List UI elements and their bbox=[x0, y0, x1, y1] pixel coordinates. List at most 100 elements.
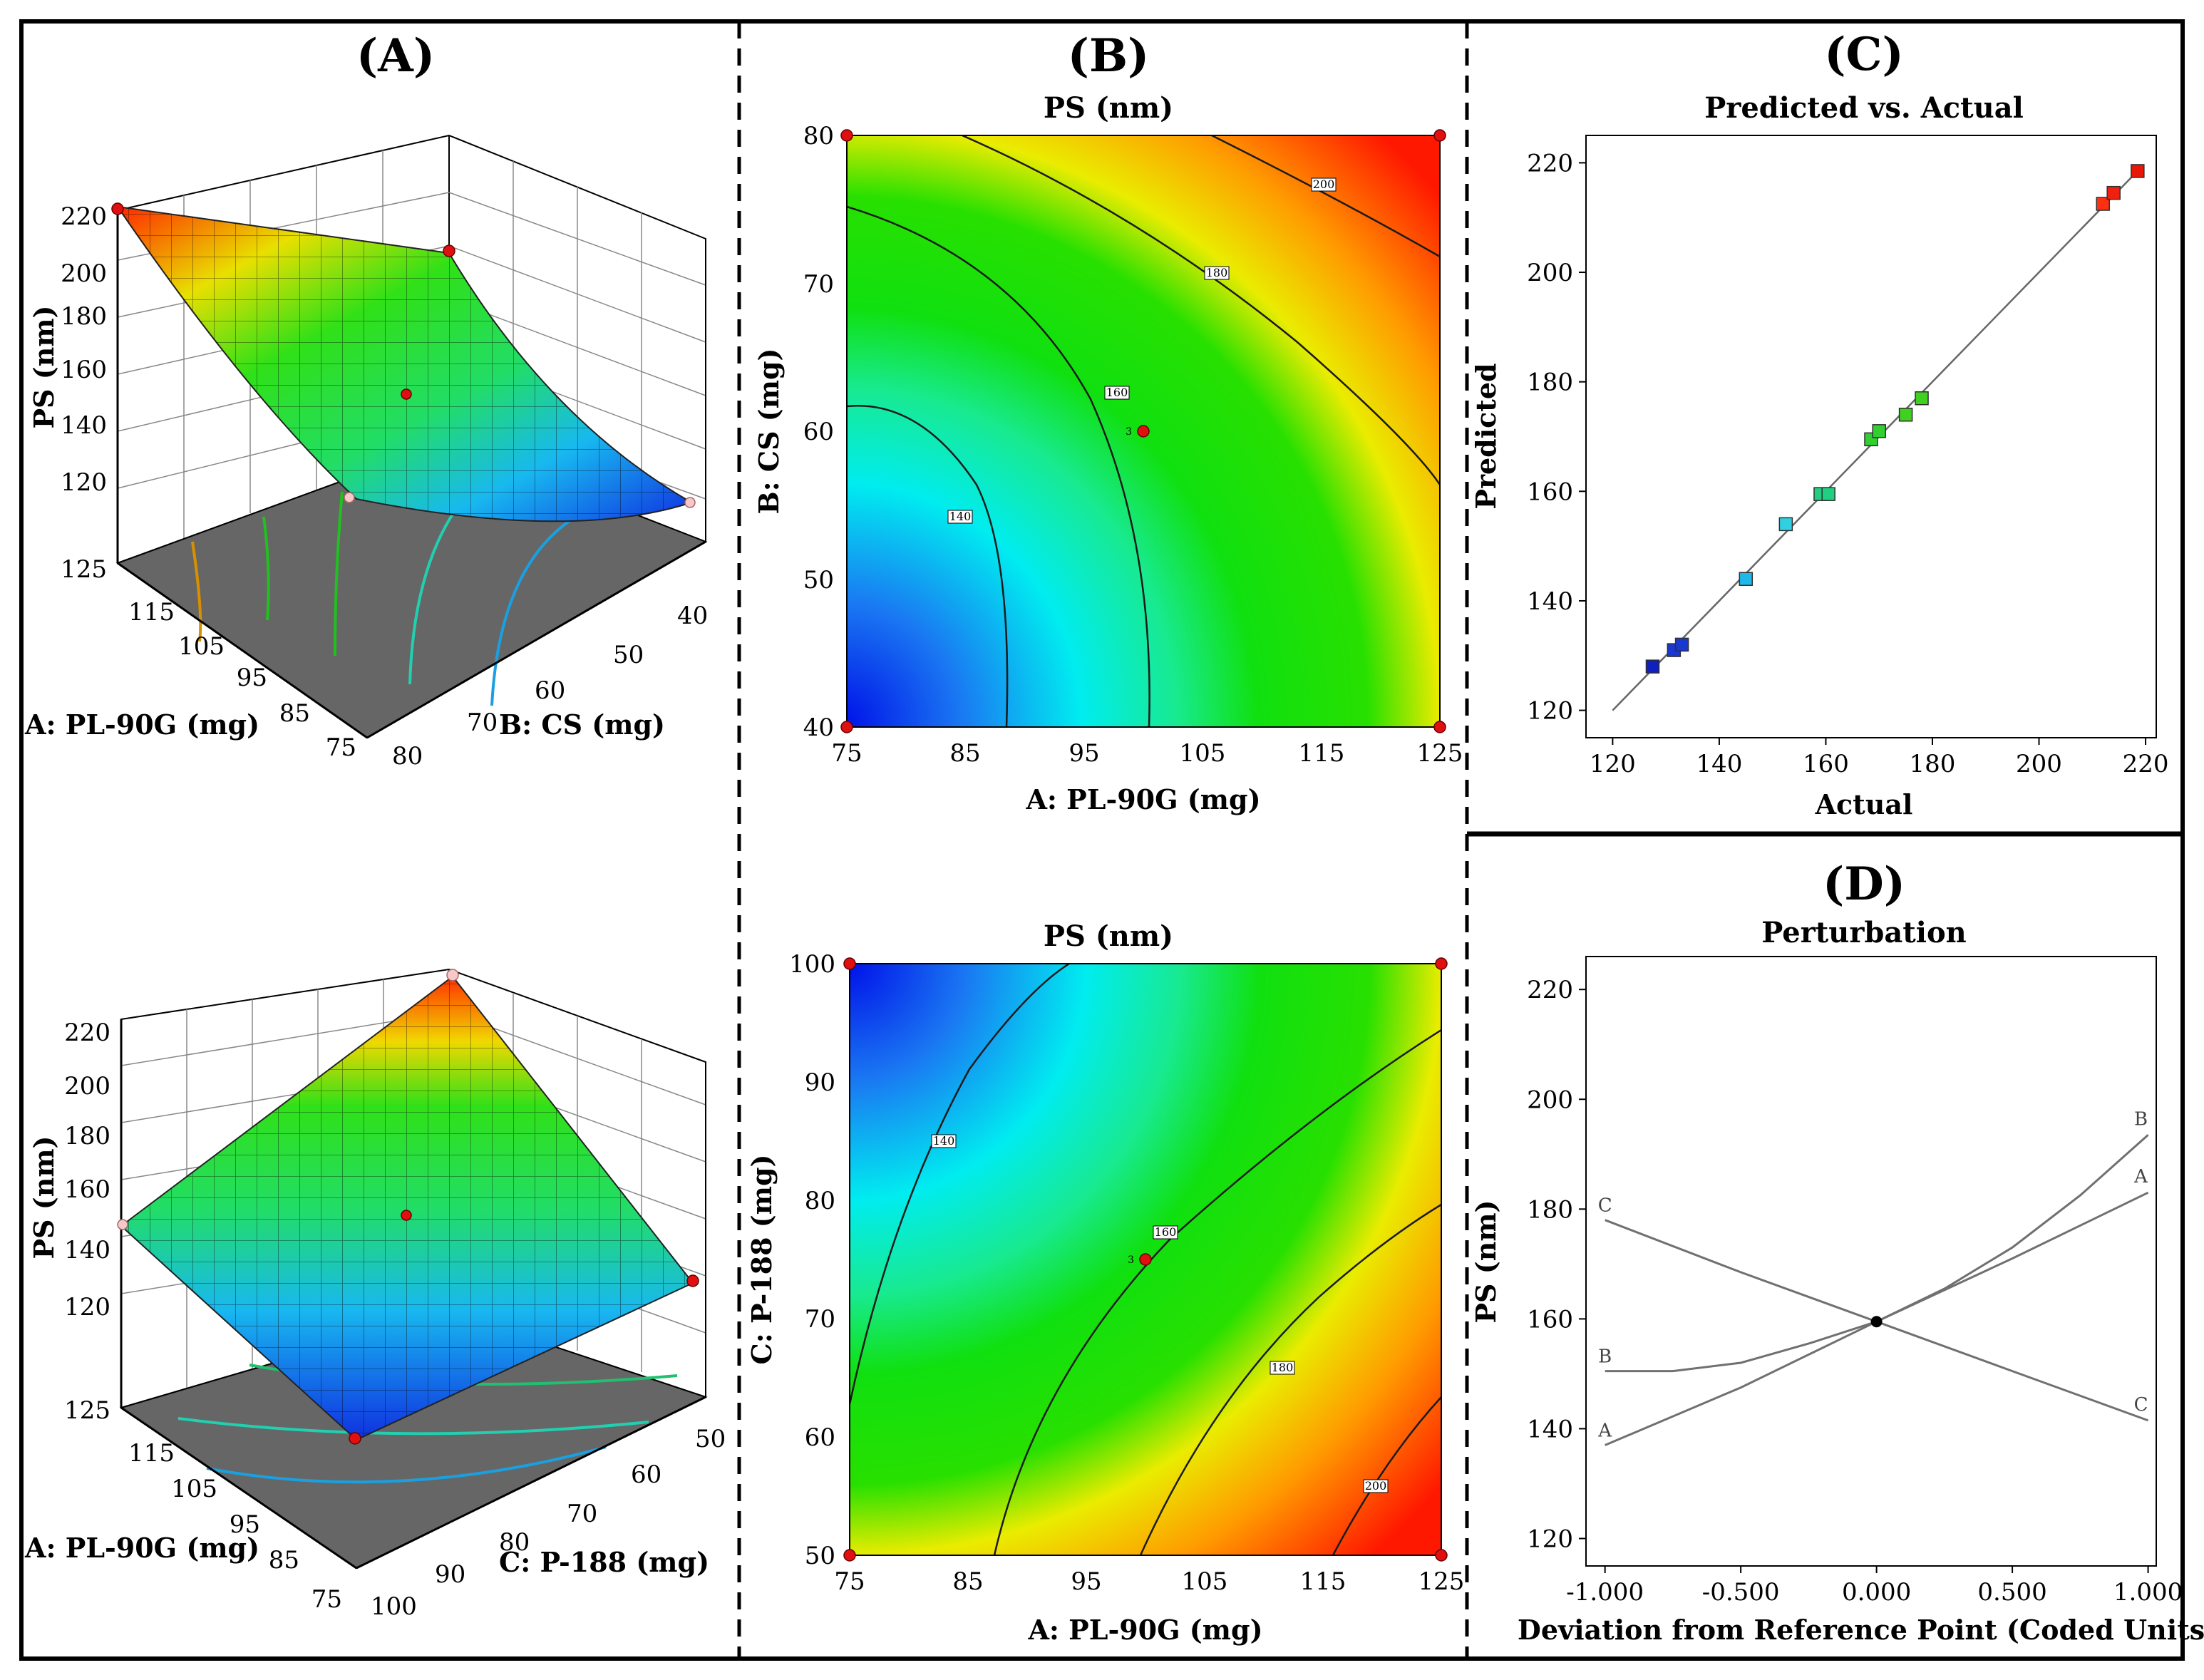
design-point bbox=[843, 1549, 856, 1562]
x-tick-label: 160 bbox=[1803, 750, 1849, 778]
svg-text:85: 85 bbox=[279, 699, 310, 728]
x-tick-label: 120 bbox=[1590, 750, 1636, 778]
design-point bbox=[1435, 957, 1448, 970]
svg-text:95: 95 bbox=[1071, 1567, 1101, 1596]
x-axis-label: A: PL-90G (mg) bbox=[1025, 783, 1260, 815]
data-point bbox=[1674, 637, 1689, 652]
chart-title: Perturbation bbox=[1761, 916, 1966, 949]
x-tick-label: -0.500 bbox=[1702, 1578, 1780, 1607]
y-axis-label: B: CS (mg) bbox=[499, 708, 665, 741]
y-axis-label: PS (nm) bbox=[1470, 1200, 1502, 1323]
svg-text:180: 180 bbox=[64, 1122, 110, 1150]
data-point bbox=[1821, 487, 1835, 501]
svg-text:95: 95 bbox=[230, 1510, 260, 1539]
series-line-b bbox=[1605, 1134, 2149, 1373]
svg-text:180: 180 bbox=[1272, 1361, 1294, 1374]
x-axis-label: Deviation from Reference Point (Coded Un… bbox=[1518, 1614, 2204, 1646]
design-point bbox=[349, 1432, 361, 1445]
design-point bbox=[401, 1210, 412, 1221]
y-tick-label: 220 bbox=[1527, 149, 1573, 177]
svg-text:50: 50 bbox=[695, 1425, 726, 1453]
svg-text:40: 40 bbox=[677, 602, 708, 630]
svg-text:95: 95 bbox=[1068, 739, 1099, 768]
svg-text:105: 105 bbox=[1182, 1567, 1228, 1596]
design-point bbox=[1435, 1549, 1448, 1562]
svg-text:120: 120 bbox=[64, 1293, 110, 1321]
svg-text:85: 85 bbox=[952, 1567, 983, 1596]
x-tick-label: 1.000 bbox=[2113, 1578, 2183, 1607]
svg-text:125: 125 bbox=[61, 555, 107, 584]
svg-text:60: 60 bbox=[803, 418, 834, 446]
design-point bbox=[1433, 721, 1446, 733]
plot-frame bbox=[1585, 135, 2157, 738]
y-tick-label: 120 bbox=[1527, 697, 1573, 726]
svg-text:70: 70 bbox=[805, 1305, 835, 1334]
x-tick-label: 220 bbox=[2123, 750, 2169, 778]
svg-text:160: 160 bbox=[1155, 1225, 1177, 1239]
data-point bbox=[1645, 659, 1660, 674]
y-tick-label: 180 bbox=[1527, 369, 1573, 397]
x-tick-label: 180 bbox=[1910, 750, 1956, 778]
y-tick-label: 160 bbox=[1527, 1305, 1573, 1334]
svg-text:60: 60 bbox=[535, 676, 565, 705]
contour-labels: 140 160 180 200 bbox=[947, 177, 1337, 524]
data-point bbox=[1739, 572, 1754, 586]
y-tick-labels: 50 60 70 80 90 100 bbox=[371, 1425, 726, 1621]
svg-text:125: 125 bbox=[64, 1396, 110, 1425]
x-axis-label: A: PL-90G (mg) bbox=[1027, 1614, 1262, 1646]
svg-text:105: 105 bbox=[178, 632, 225, 661]
data-point bbox=[1915, 391, 1929, 406]
svg-text:125: 125 bbox=[1418, 1567, 1465, 1596]
svg-text:90: 90 bbox=[805, 1068, 835, 1097]
design-point bbox=[1139, 1253, 1152, 1266]
svg-text:180: 180 bbox=[61, 302, 107, 331]
y-tick-label: 200 bbox=[1527, 1086, 1573, 1114]
svg-text:100: 100 bbox=[371, 1592, 417, 1621]
svg-text:100: 100 bbox=[789, 950, 835, 979]
panel-label-a: (A) bbox=[356, 29, 435, 83]
panel-label-b: (B) bbox=[1068, 29, 1150, 83]
plot-frame bbox=[849, 963, 1442, 1556]
series-label: B bbox=[2134, 1108, 2148, 1130]
data-point bbox=[1778, 517, 1793, 532]
z-tick-labels: 220 200 180 160 140 120 bbox=[64, 1019, 110, 1321]
svg-text:50: 50 bbox=[613, 641, 644, 669]
y-axis-label: B: CS (mg) bbox=[753, 348, 785, 514]
svg-text:60: 60 bbox=[805, 1423, 835, 1452]
x-axis-label: A: PL-90G (mg) bbox=[24, 708, 259, 741]
svg-text:95: 95 bbox=[237, 664, 267, 692]
svg-text:140: 140 bbox=[64, 1236, 110, 1264]
panel-label-c: (C) bbox=[1824, 28, 1904, 81]
data-point bbox=[2131, 164, 2145, 178]
y-tick-labels: 40 50 60 70 80 bbox=[392, 602, 708, 771]
svg-text:220: 220 bbox=[61, 202, 107, 231]
design-point bbox=[446, 969, 459, 981]
center-point-label: 3 bbox=[1126, 426, 1132, 438]
chart-title: Predicted vs. Actual bbox=[1704, 91, 2024, 125]
y-axis-label: Predicted bbox=[1470, 363, 1502, 509]
svg-text:85: 85 bbox=[269, 1546, 299, 1575]
data-point bbox=[2106, 185, 2121, 200]
design-point bbox=[443, 244, 455, 257]
design-point bbox=[344, 492, 355, 503]
x-tick-label: 200 bbox=[2016, 750, 2062, 778]
y-tick-label: 200 bbox=[1527, 259, 1573, 287]
x-axis-label: Actual bbox=[1815, 788, 1913, 820]
surface-plot-a-top: 220 200 180 160 140 120 PS (nm) 125 115 … bbox=[24, 134, 708, 771]
design-point bbox=[1137, 425, 1150, 438]
svg-text:125: 125 bbox=[1417, 739, 1463, 768]
svg-text:115: 115 bbox=[128, 598, 175, 627]
svg-text:200: 200 bbox=[64, 1072, 110, 1101]
svg-text:75: 75 bbox=[311, 1585, 342, 1614]
svg-text:115: 115 bbox=[1299, 739, 1345, 768]
plot-frame bbox=[1585, 956, 2157, 1567]
design-point bbox=[684, 497, 696, 508]
svg-text:80: 80 bbox=[392, 742, 423, 771]
svg-text:75: 75 bbox=[831, 739, 862, 768]
chart-title: PS (nm) bbox=[1044, 919, 1173, 953]
svg-text:75: 75 bbox=[326, 733, 356, 762]
y-tick-label: 120 bbox=[1527, 1525, 1573, 1553]
y-tick-label: 180 bbox=[1527, 1195, 1573, 1224]
panel-label-d: (D) bbox=[1823, 857, 1905, 911]
